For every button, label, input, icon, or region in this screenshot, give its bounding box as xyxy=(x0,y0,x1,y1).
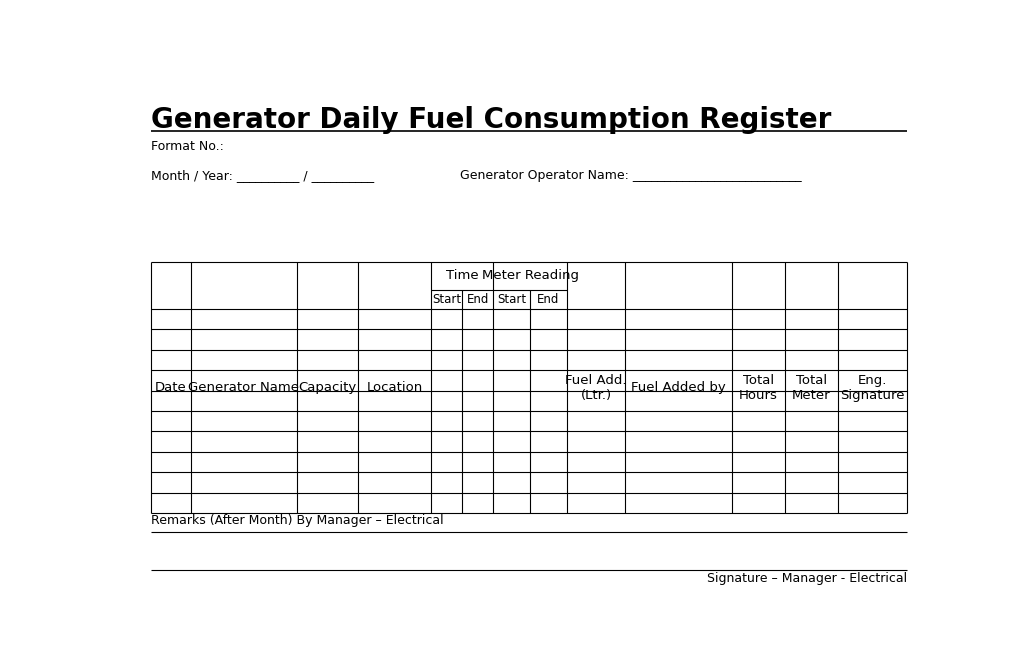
Text: Meter Reading: Meter Reading xyxy=(482,269,579,282)
Text: Generator Name: Generator Name xyxy=(188,381,299,394)
Text: Location: Location xyxy=(367,381,423,394)
Text: Capacity: Capacity xyxy=(298,381,356,394)
Text: Date: Date xyxy=(155,381,187,394)
Text: Fuel Added by: Fuel Added by xyxy=(631,381,726,394)
Text: Signature – Manager - Electrical: Signature – Manager - Electrical xyxy=(707,572,907,585)
Text: End: End xyxy=(537,293,560,306)
Text: End: End xyxy=(467,293,489,306)
Text: Start: Start xyxy=(432,293,461,306)
Text: Generator Daily Fuel Consumption Register: Generator Daily Fuel Consumption Registe… xyxy=(151,106,832,134)
Text: Generator Operator Name: ___________________________: Generator Operator Name: _______________… xyxy=(459,169,801,182)
Text: Time: Time xyxy=(446,269,479,282)
Text: Total
Hours: Total Hours xyxy=(738,374,778,402)
Text: Month / Year: __________ / __________: Month / Year: __________ / __________ xyxy=(151,169,375,182)
Text: Fuel Add.
(Ltr.): Fuel Add. (Ltr.) xyxy=(566,374,627,402)
Text: Remarks (After Month) By Manager – Electrical: Remarks (After Month) By Manager – Elect… xyxy=(151,514,444,527)
Text: Format No.:: Format No.: xyxy=(151,140,225,153)
Text: Start: Start xyxy=(497,293,526,306)
Text: Total
Meter: Total Meter xyxy=(792,374,830,402)
Text: Eng.
Signature: Eng. Signature xyxy=(840,374,905,402)
